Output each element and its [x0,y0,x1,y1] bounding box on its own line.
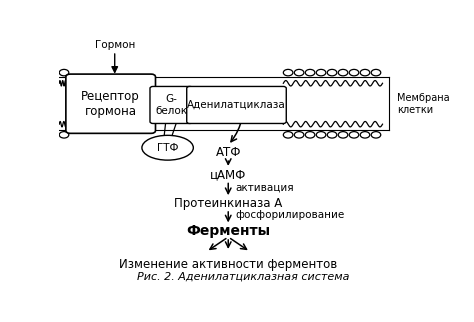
Text: Аденилатциклаза: Аденилатциклаза [187,100,286,110]
Text: G-
белок: G- белок [155,94,187,116]
Circle shape [316,132,326,138]
Text: Гормон: Гормон [94,40,135,50]
Circle shape [360,132,370,138]
Text: АТФ: АТФ [216,146,241,159]
Circle shape [305,132,315,138]
Circle shape [305,69,315,76]
Text: Рецептор
гормона: Рецептор гормона [82,90,140,118]
Circle shape [349,132,359,138]
Circle shape [349,69,359,76]
Ellipse shape [142,135,193,160]
Text: Рис. 2. Аденилатциклазная система: Рис. 2. Аденилатциклазная система [137,272,349,282]
Circle shape [360,69,370,76]
Circle shape [371,69,381,76]
Text: фосфорилирование: фосфорилирование [236,210,345,220]
FancyBboxPatch shape [187,86,286,123]
Text: Ферменты: Ферменты [186,224,270,238]
Text: активация: активация [236,182,294,192]
Circle shape [338,132,348,138]
Circle shape [327,132,337,138]
Circle shape [283,69,293,76]
FancyBboxPatch shape [66,74,155,133]
Text: Мембрана
клетки: Мембрана клетки [397,93,450,115]
Circle shape [316,69,326,76]
Circle shape [338,69,348,76]
Text: Протеинкиназа А: Протеинкиназа А [174,197,283,210]
Circle shape [294,69,304,76]
Circle shape [59,132,69,138]
Circle shape [371,132,381,138]
FancyBboxPatch shape [150,86,192,123]
Circle shape [283,132,293,138]
Circle shape [327,69,337,76]
Circle shape [294,132,304,138]
Text: цАМФ: цАМФ [210,168,246,182]
Text: Изменение активности ферментов: Изменение активности ферментов [119,258,337,271]
Text: ГТФ: ГТФ [157,143,178,153]
Circle shape [59,69,69,76]
